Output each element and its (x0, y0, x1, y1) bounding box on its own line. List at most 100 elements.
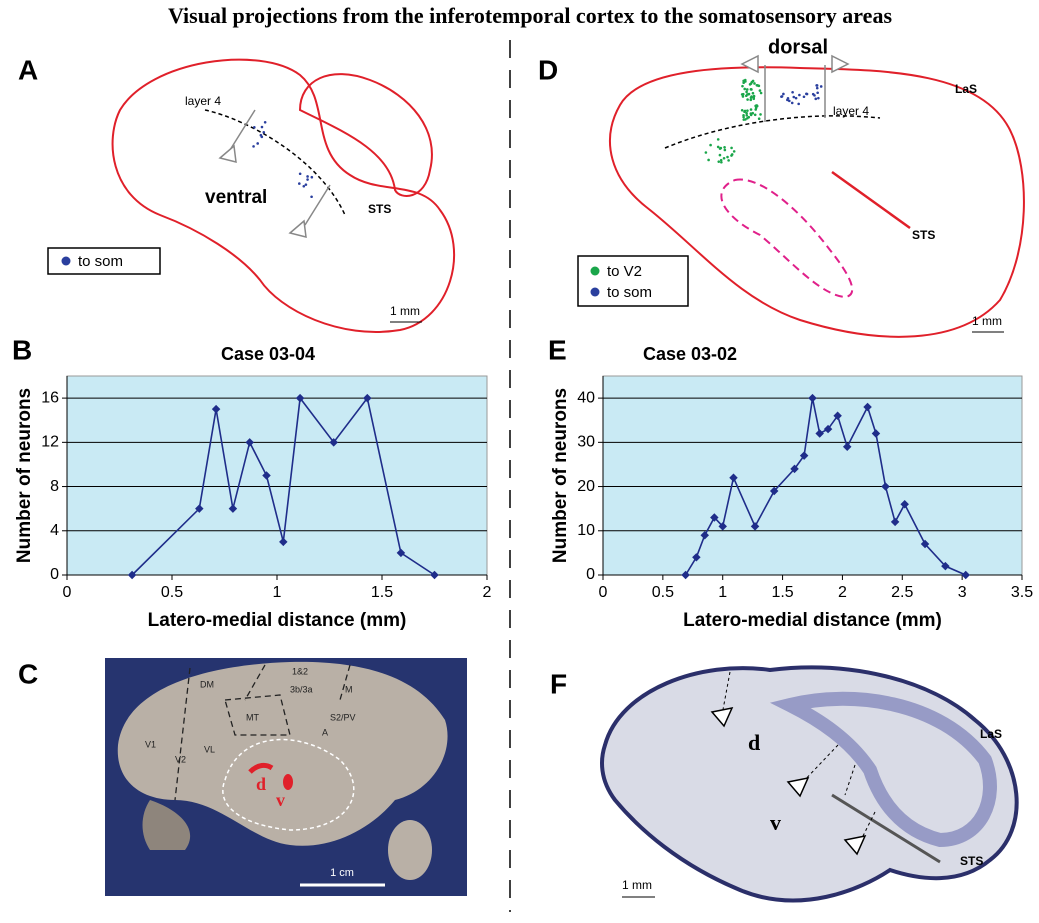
neuron-dot (753, 113, 757, 117)
section-outline (609, 66, 1025, 338)
x-tick-label: 2 (483, 584, 492, 601)
neuron-dot (746, 109, 749, 112)
scale-label: 1 mm (622, 878, 652, 892)
y-tick-label: 0 (586, 566, 595, 583)
neuron-dot (749, 108, 753, 111)
neuron-dot (260, 125, 264, 129)
data-point (863, 402, 872, 412)
neuron-dot (750, 88, 753, 91)
arrowhead (843, 834, 867, 856)
neuron-dot (306, 175, 309, 178)
data-point (799, 451, 809, 460)
legend-label: to som (78, 253, 123, 270)
neuron-dot (786, 98, 789, 102)
section-outline (298, 73, 433, 197)
neuron-dot (716, 145, 720, 149)
neuron-dot (310, 175, 314, 179)
neuron-dot (256, 142, 259, 145)
data-point (808, 393, 817, 403)
area-label: MT (246, 712, 259, 722)
data-point (228, 504, 238, 513)
neuron-dot (252, 145, 255, 148)
data-point (961, 570, 970, 580)
y-axis-label: Number of neurons (550, 388, 571, 563)
x-axis-label: Latero-medial distance (mm) (148, 610, 407, 631)
neuron-dot (262, 131, 266, 134)
neuron-dot (707, 158, 710, 162)
scale-label: 1 mm (972, 314, 1002, 328)
neuron-dot (752, 97, 756, 101)
neuron-dot (719, 158, 723, 162)
neuron-dot (749, 98, 753, 102)
neuron-dot (755, 104, 758, 107)
legend-marker (590, 266, 600, 276)
plot-area (602, 375, 1023, 576)
area-label: M (345, 684, 353, 694)
panel-letter: D (538, 54, 558, 85)
neuron-dot (253, 126, 256, 129)
data-point (262, 471, 271, 480)
data-line (131, 396, 435, 576)
neuron-dot (718, 153, 722, 157)
sulcus-label: STS (960, 854, 983, 868)
data-point (211, 404, 221, 414)
neuron-dot (298, 182, 301, 185)
neuron-dot (310, 195, 313, 199)
neuron-dot (814, 97, 818, 101)
site-label: v (770, 810, 781, 835)
neuron-dot (797, 102, 800, 106)
data-point (881, 482, 890, 491)
neuron-dot (819, 85, 823, 88)
site-label: d (748, 730, 760, 755)
sulcus-label: STS (912, 228, 935, 242)
data-point (941, 561, 950, 571)
neuron-dot (802, 95, 806, 99)
area-label: S2/PV (330, 712, 356, 722)
sulcus-outline (720, 178, 854, 299)
neuron-dot (259, 133, 263, 137)
panel-f: F d v LaS STS 1 mm (550, 665, 1019, 903)
arrowhead (831, 54, 850, 74)
y-tick-label: 30 (577, 434, 595, 451)
neuron-dot (298, 172, 302, 176)
y-tick-label: 16 (41, 389, 59, 406)
data-point (833, 411, 842, 421)
neuron-dot (790, 101, 794, 105)
y-tick-label: 20 (577, 478, 595, 495)
area-label: V1 (145, 739, 156, 749)
neuron-dot (709, 143, 712, 147)
legend-label: to V2 (607, 263, 642, 280)
neuron-dot (756, 84, 760, 87)
site-label: d (256, 774, 266, 794)
y-axis-label: Number of neurons (14, 388, 35, 563)
data-point (295, 393, 305, 403)
area-boundary (174, 664, 351, 801)
y-tick-label: 8 (50, 478, 59, 495)
x-tick-label: 1 (273, 584, 282, 601)
panel-c: C DM V1 V2 VL MT 1&2 3b/3a M S2/PV A d v… (18, 658, 467, 896)
data-point (871, 429, 881, 438)
neuron-dot (746, 93, 749, 96)
arrowhead (710, 706, 734, 728)
data-point (890, 517, 900, 527)
neuron-dot (742, 118, 746, 121)
x-tick-label: 2.5 (891, 584, 913, 601)
x-tick-label: 1.5 (371, 584, 393, 601)
arrowhead (288, 219, 307, 238)
brain (117, 661, 448, 846)
data-point (700, 530, 709, 540)
neuron-dot (753, 82, 756, 85)
x-tick-label: 3.5 (1011, 584, 1033, 601)
neuron-dot (794, 96, 798, 100)
neuron-dot (745, 88, 749, 91)
neuron-dot (717, 160, 721, 163)
neuron-dot (743, 78, 747, 82)
site-label: v (276, 790, 285, 810)
x-axis-label: Latero-medial distance (mm) (683, 610, 942, 631)
neuron-dot (742, 113, 745, 117)
chart-title: Case 03-02 (643, 344, 737, 364)
neuron-dot (716, 138, 720, 141)
data-point (920, 539, 930, 549)
y-tick-label: 4 (50, 522, 59, 539)
panel-a: A layer 4 ventral STS to som 1 mm (18, 54, 455, 333)
